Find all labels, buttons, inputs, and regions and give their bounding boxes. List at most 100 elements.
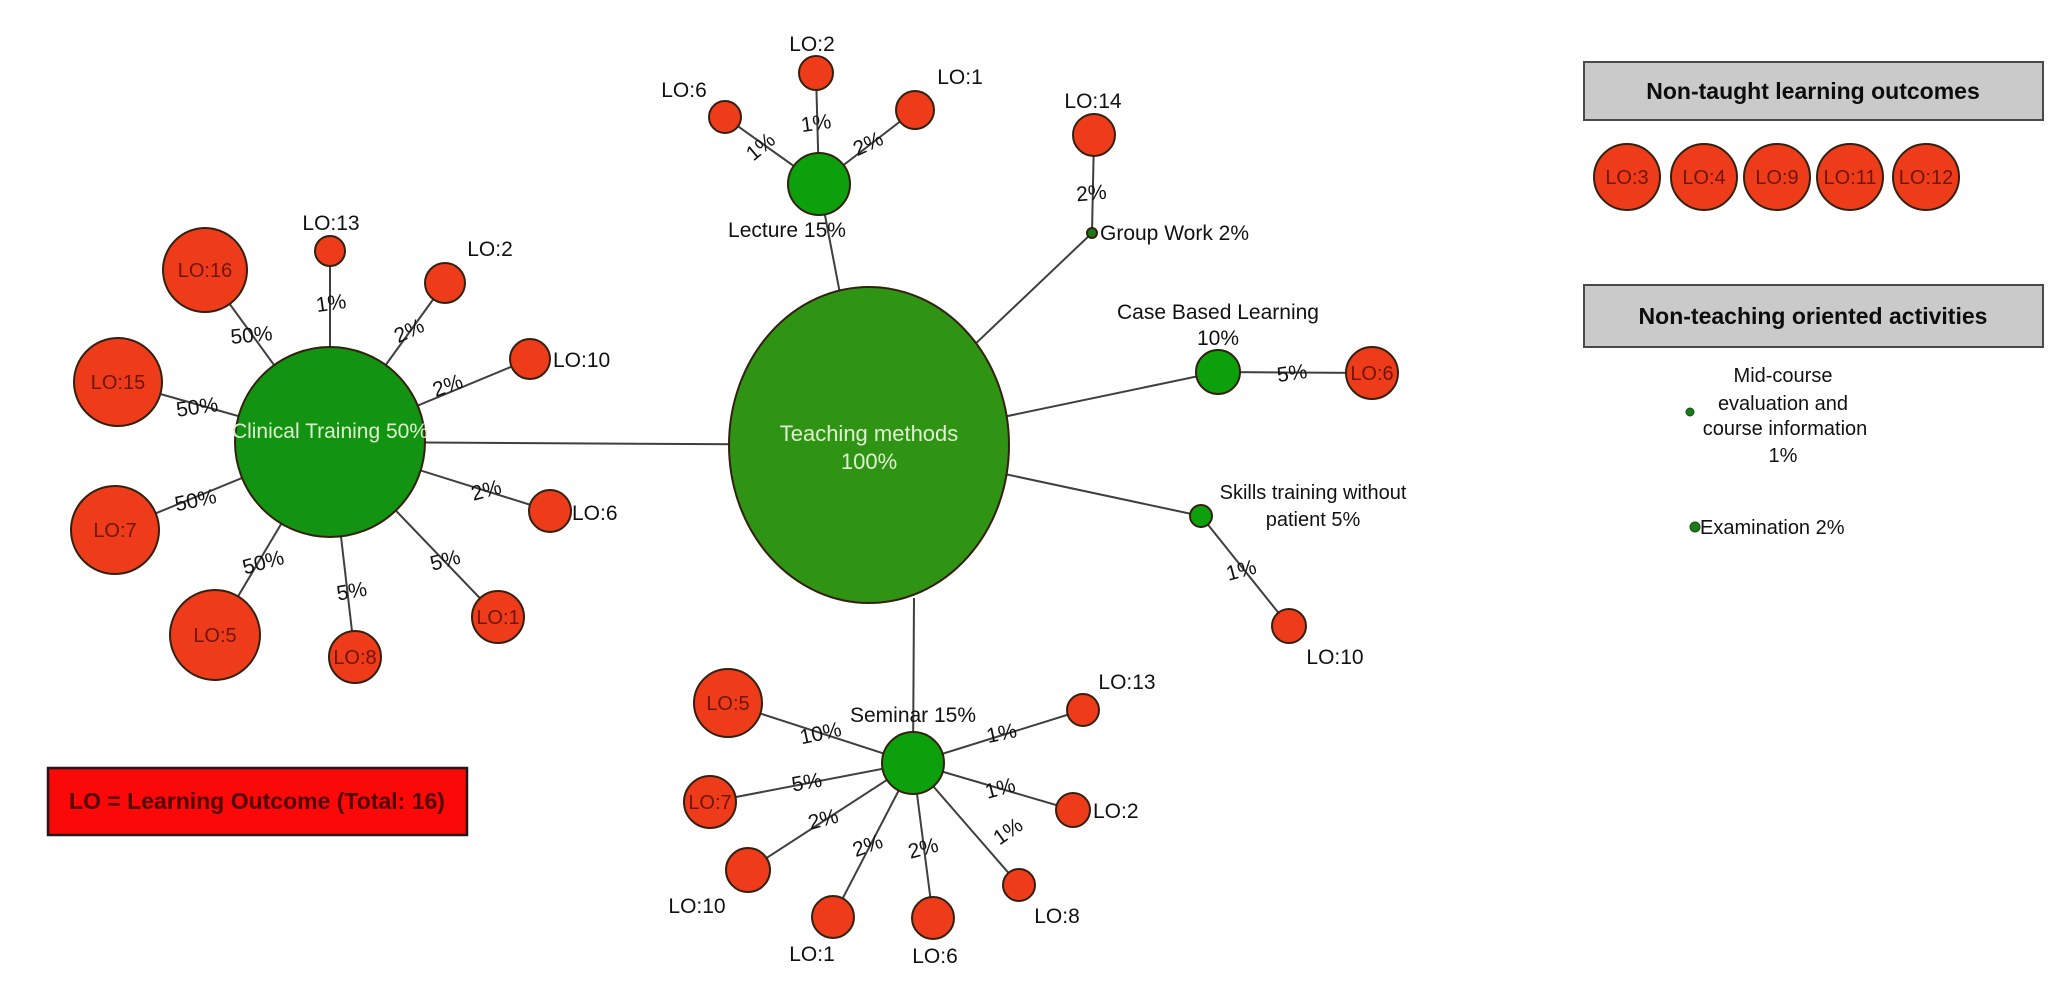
examination-dot bbox=[1689, 521, 1701, 533]
mid-course-evaluation-label-2: course information bbox=[1703, 418, 1868, 440]
mid-course-evaluation-label-1: evaluation and bbox=[1718, 393, 1848, 415]
non-taught-lo12-label: LO:12 bbox=[1899, 167, 1953, 189]
node-clinical-lo13 bbox=[314, 235, 346, 267]
nodes-layer: Teaching methods 100% Clinical Training 50… bbox=[70, 33, 1407, 968]
non-teaching-panel-box bbox=[1583, 284, 2044, 348]
node-label-seminar-lo13: LO:13 bbox=[1098, 671, 1155, 694]
edge-label-clinical-lo8: 5% bbox=[335, 578, 369, 606]
non-taught-lo9-circle bbox=[1743, 143, 1811, 211]
non-taught-lo11-label: LO:11 bbox=[1824, 167, 1877, 189]
edge-label-clinical-lo16: 50% bbox=[229, 322, 273, 349]
node-label-clinical-lo16: LO:16 bbox=[178, 260, 232, 282]
node-groupwork-lo14 bbox=[1072, 113, 1116, 157]
edge-seminar-lo10 bbox=[747, 762, 914, 871]
edge-label-seminar-lo6: 2% bbox=[906, 834, 941, 864]
non-taught-outcome-circles: LO:3 LO:4 LO:9 LO:11 LO:12 bbox=[1593, 143, 1960, 211]
node-clinical-lo5 bbox=[169, 589, 261, 681]
node-label-clinical-lo1: LO:1 bbox=[476, 607, 519, 629]
node-label-seminar-lo1: LO:1 bbox=[789, 943, 835, 966]
node-label-skills-training-without-patient-1: patient 5% bbox=[1266, 509, 1361, 531]
node-teaching-methods bbox=[728, 286, 1010, 604]
non-taught-lo4-circle bbox=[1670, 143, 1738, 211]
node-label-clinical-lo15: LO:15 bbox=[91, 372, 145, 394]
node-label-clinical-lo2: LO:2 bbox=[467, 238, 513, 261]
node-skills-training-without-patient bbox=[1189, 504, 1213, 528]
node-label-clinical-lo7: LO:7 bbox=[93, 520, 136, 542]
legend: LO = Learning Outcome (Total: 16) bbox=[46, 766, 469, 837]
node-label-cbl-lo6: LO:6 bbox=[1350, 363, 1393, 385]
edge-label-clinical-lo6: 2% bbox=[469, 476, 504, 506]
node-label-lecture-lo2: LO:2 bbox=[789, 33, 835, 56]
edge-label-seminar-lo2: 1% bbox=[983, 774, 1018, 804]
non-taught-panel-box bbox=[1583, 61, 2044, 121]
panel-non-teaching: Non-teaching oriented activities Mid-cou… bbox=[1583, 284, 2044, 539]
non-teaching-panel-title: Non-teaching oriented activities bbox=[1639, 303, 1988, 329]
node-lecture-lo6 bbox=[708, 100, 742, 134]
edge-label-clinical-lo7: 50% bbox=[173, 485, 219, 516]
node-label-skills-training-without-patient: Skills training without bbox=[1220, 482, 1407, 504]
edge-label-clinical-lo15: 50% bbox=[175, 393, 220, 422]
edge-label-seminar-lo7: 5% bbox=[790, 769, 824, 797]
node-label-lecture: Lecture 15% bbox=[728, 219, 846, 242]
node-group-work bbox=[1086, 227, 1098, 239]
node-label-seminar-lo5: LO:5 bbox=[706, 693, 749, 715]
node-clinical-lo6 bbox=[528, 489, 572, 533]
node-label-seminar-lo8: LO:8 bbox=[1034, 905, 1080, 928]
node-label-skills-lo10: LO:10 bbox=[1306, 646, 1363, 669]
legend-text: LO = Learning Outcome (Total: 16) bbox=[69, 788, 445, 814]
node-clinical-training bbox=[234, 346, 426, 538]
node-lecture-lo2 bbox=[798, 55, 834, 91]
node-seminar-lo10 bbox=[725, 847, 771, 893]
edge-label-clinical-lo2: 2% bbox=[391, 314, 428, 348]
node-seminar-lo5 bbox=[693, 668, 763, 738]
node-label-group-work: Group Work 2% bbox=[1100, 222, 1249, 245]
node-lecture-lo1 bbox=[895, 90, 935, 130]
node-label-case-based-learning: Case Based Learning bbox=[1117, 301, 1319, 324]
node-clinical-lo2 bbox=[424, 262, 466, 304]
node-skills-lo10 bbox=[1271, 608, 1307, 644]
node-label-seminar-lo10: LO:10 bbox=[668, 895, 725, 918]
edge-label-clinical-lo10: 2% bbox=[430, 370, 466, 402]
edge-label-seminar-lo5: 10% bbox=[798, 718, 844, 749]
node-label-case-based-learning-1: 10% bbox=[1197, 327, 1239, 350]
node-seminar-lo7 bbox=[683, 775, 737, 829]
edge-seminar-lo7 bbox=[709, 762, 914, 803]
node-label-teaching-methods-1: 100% bbox=[841, 449, 897, 474]
edge-label-groupwork-lo14: 2% bbox=[1075, 181, 1107, 207]
edge-label-seminar-lo8: 1% bbox=[989, 814, 1027, 850]
node-label-clinical-lo8: LO:8 bbox=[333, 647, 376, 669]
node-cbl-lo6 bbox=[1345, 346, 1399, 400]
non-taught-panel-title: Non-taught learning outcomes bbox=[1646, 78, 1980, 104]
non-taught-lo9-label: LO:9 bbox=[1755, 167, 1798, 189]
edge-label-lecture-lo2: 1% bbox=[799, 110, 832, 137]
non-taught-lo4-label: LO:4 bbox=[1682, 167, 1725, 189]
node-seminar-lo2 bbox=[1055, 792, 1091, 828]
node-label-clinical-lo13: LO:13 bbox=[302, 212, 359, 235]
node-clinical-lo1 bbox=[471, 590, 525, 644]
node-seminar-lo13 bbox=[1066, 693, 1100, 727]
node-label-clinical-training: Clinical Training 50% bbox=[232, 420, 428, 443]
node-seminar-lo1 bbox=[811, 895, 855, 939]
node-label-seminar-lo6: LO:6 bbox=[912, 945, 958, 968]
non-taught-lo12-circle bbox=[1892, 143, 1960, 211]
node-label-clinical-lo5: LO:5 bbox=[193, 625, 236, 647]
node-label-seminar-lo7: LO:7 bbox=[688, 792, 731, 814]
node-label-lecture-lo1: LO:1 bbox=[937, 66, 983, 89]
node-clinical-lo8 bbox=[328, 630, 382, 684]
node-label-lecture-lo6: LO:6 bbox=[661, 79, 707, 102]
node-lecture bbox=[787, 152, 851, 216]
edge-label-clinical-lo13: 1% bbox=[314, 290, 347, 317]
node-clinical-lo15 bbox=[73, 337, 163, 427]
node-clinical-lo7 bbox=[70, 485, 160, 575]
node-label-teaching-methods: Teaching methods bbox=[780, 421, 959, 446]
node-seminar-lo8 bbox=[1002, 868, 1036, 902]
node-seminar bbox=[881, 731, 945, 795]
edge-label-seminar-lo1: 2% bbox=[850, 830, 886, 862]
node-seminar-lo6 bbox=[911, 896, 955, 940]
edge-label-seminar-lo13: 1% bbox=[984, 719, 1018, 748]
node-clinical-lo10 bbox=[509, 338, 551, 380]
edge-label-clinical-lo5: 50% bbox=[240, 546, 287, 579]
examination-label-0: Examination 2% bbox=[1700, 517, 1845, 539]
node-case-based-learning bbox=[1195, 349, 1241, 395]
